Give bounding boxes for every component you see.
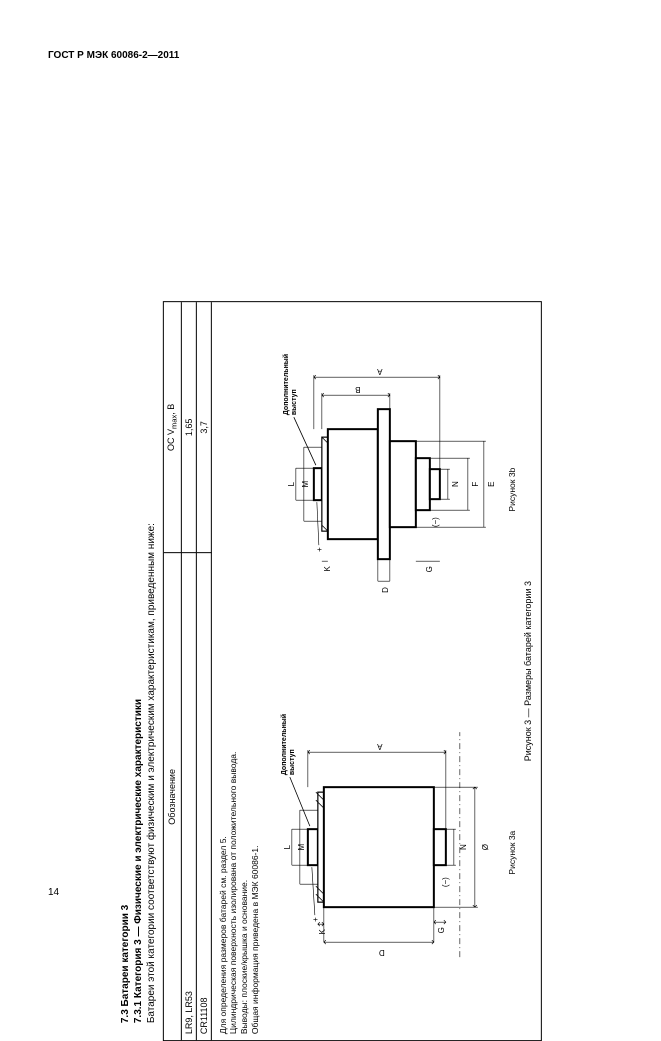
label-E: E <box>487 482 496 487</box>
table-header-row: Обозначение OC Vmax, В <box>164 302 181 1040</box>
figure-3a-caption: Рисунок 3a <box>505 703 523 1003</box>
label-K: K <box>318 929 327 935</box>
figure-main-caption: Рисунок 3 — Размеры батарей категории 3 <box>523 302 541 1040</box>
col-ocv-prefix: OC V <box>166 429 176 451</box>
label-G: G <box>437 928 446 934</box>
label-A-b: A <box>377 368 383 377</box>
figures-row: + K <box>264 302 523 1040</box>
note-line: Цилиндрическая поверхность изолирована о… <box>228 308 239 1034</box>
col-ocv-sub: max <box>170 415 179 429</box>
label-B: B <box>355 386 360 395</box>
label-D: D <box>379 949 385 958</box>
callout-line2: выступ <box>289 750 296 776</box>
subsection-heading: 7.3.1 Категория 3 — Физические и электри… <box>133 301 144 1023</box>
label-dia: Ø <box>481 845 490 851</box>
col-ocv: OC Vmax, В <box>164 302 181 553</box>
label-N: N <box>459 845 468 851</box>
notes-block: Для определения размеров батарей см. раз… <box>212 302 265 1040</box>
cell-designation: LR9, LR53 <box>181 553 196 1040</box>
cell-designation: CR11108 <box>196 553 211 1040</box>
content-box: Обозначение OC Vmax, В LR9, LR53 1,65 CR… <box>163 301 542 1041</box>
figure-3b-svg: + K L <box>270 340 500 640</box>
label-K-b: K <box>323 566 332 572</box>
figure-3a-svg: + K <box>270 703 500 1003</box>
label-M-b: M <box>301 481 310 488</box>
callout-line1: Дополнительный <box>280 714 288 775</box>
cell-ocv: 1,65 <box>181 302 196 553</box>
label-plus: + <box>311 917 320 922</box>
label-D-b: D <box>381 587 390 593</box>
label-minus: (−) <box>441 877 450 887</box>
callout-b-line2: выступ <box>291 390 298 416</box>
standard-header: ГОСТ Р МЭК 60086-2—2011 <box>48 50 179 61</box>
figure-3b-caption: Рисунок 3b <box>505 340 523 640</box>
page-number: 14 <box>48 887 59 898</box>
label-L-b: L <box>287 482 296 487</box>
note-line: Общая информация приведена в МЭК 60086-1… <box>250 308 261 1034</box>
subsection-title: Категория 3 — Физические и электрические… <box>133 699 144 1001</box>
label-F: F <box>471 482 480 487</box>
callout-b-line1: Дополнительный <box>282 354 290 415</box>
note-line: Выводы: плоские/крышка и основание. <box>239 308 250 1034</box>
label-N-b: N <box>451 482 460 488</box>
table-row: LR9, LR53 1,65 <box>181 302 196 1040</box>
label-A: A <box>377 743 383 752</box>
figure-3b: + K L <box>270 340 523 640</box>
subsection-number: 7.3.1 <box>133 1001 144 1023</box>
figure-3a: + K <box>270 703 523 1003</box>
label-L: L <box>283 845 292 850</box>
col-ocv-tail: , В <box>166 404 176 415</box>
label-M: M <box>297 844 306 851</box>
characteristics-table: Обозначение OC Vmax, В LR9, LR53 1,65 CR… <box>164 302 212 1040</box>
col-designation: Обозначение <box>164 553 181 1040</box>
note-line: Для определения размеров батарей см. раз… <box>218 308 229 1034</box>
cell-ocv: 3,7 <box>196 302 211 553</box>
intro-text: Батареи этой категории соответствуют физ… <box>146 301 157 1023</box>
table-row: CR11108 3,7 <box>196 302 211 1040</box>
section-heading: 7.3 Батареи категории 3 <box>120 301 131 1023</box>
label-G-b: G <box>425 567 434 573</box>
label-minus-b: (−) <box>431 517 440 527</box>
label-plus-b: + <box>315 547 324 552</box>
